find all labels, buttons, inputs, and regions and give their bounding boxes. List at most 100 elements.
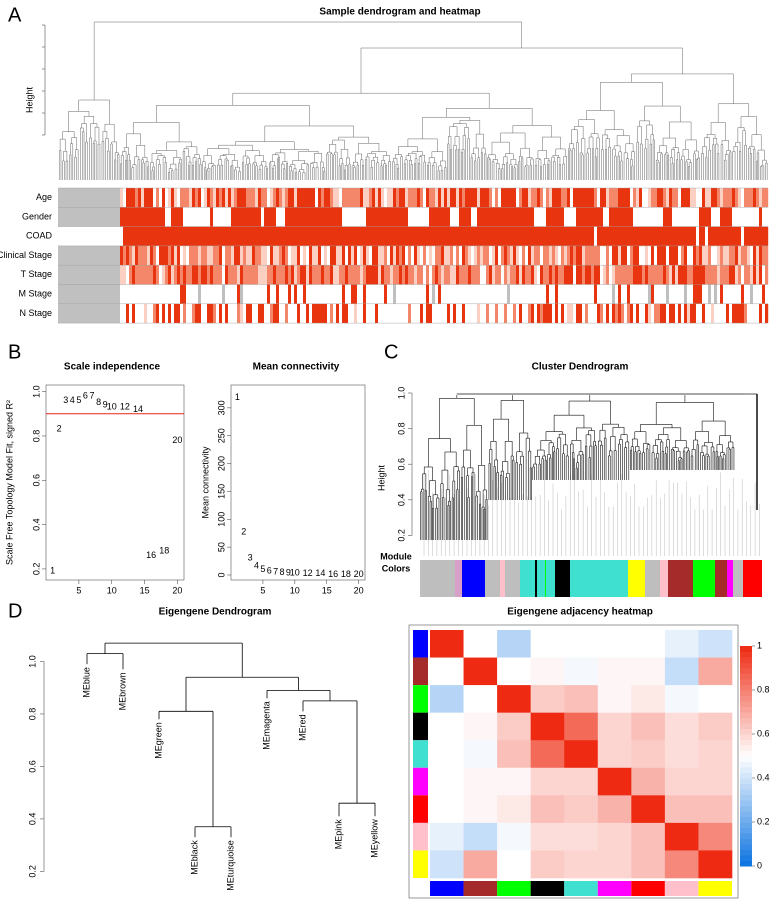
x-tick-label: 15 — [140, 585, 150, 595]
heatmap-stripe — [699, 265, 703, 285]
heatmap-stripe — [675, 284, 679, 304]
heatmap-stripe — [399, 284, 403, 304]
heatmap-stripe — [279, 265, 283, 285]
heatmap-stripe — [177, 284, 181, 304]
heatmap-stripe — [459, 284, 463, 304]
heatmap-stripe — [585, 284, 589, 304]
heatmap-stripe — [483, 284, 487, 304]
heatmap-stripe — [207, 284, 211, 304]
heatmap-stripe — [612, 207, 616, 227]
heatmap-stripe — [405, 245, 409, 266]
heatmap-stripe — [582, 245, 586, 266]
point-label: 20 — [354, 569, 364, 579]
heatmap-stripe — [162, 284, 166, 304]
heatmap-stripe — [696, 226, 700, 246]
heatmap-stripe — [546, 284, 550, 304]
heatmap-stripe — [549, 303, 553, 324]
heatmap-stripe — [621, 207, 625, 227]
heatmap-cell — [463, 822, 498, 851]
heatmap-stripe — [720, 207, 724, 227]
heatmap-stripe — [219, 207, 223, 227]
heatmap-stripe — [684, 207, 688, 227]
heatmap-stripe — [675, 245, 679, 266]
heatmap-stripe — [183, 265, 187, 285]
heatmap-stripe — [600, 188, 604, 208]
heatmap-stripe — [162, 303, 166, 324]
heatmap-stripe — [171, 245, 175, 266]
heatmap-stripe — [651, 245, 655, 266]
heatmap-stripe — [375, 303, 379, 324]
heatmap-stripe — [300, 245, 304, 266]
heatmap-stripe — [138, 245, 142, 266]
heatmap-stripe — [654, 207, 658, 227]
heatmap-stripe — [669, 226, 673, 246]
heatmap-stripe — [471, 284, 475, 304]
heatmap-stripe — [471, 226, 475, 246]
heatmap-stripe — [501, 245, 505, 266]
heatmap-stripe — [225, 226, 229, 246]
heatmap-stripe — [486, 284, 490, 304]
heatmap-gap — [58, 207, 120, 227]
heatmap-stripe — [480, 303, 484, 324]
heatmap-stripe — [306, 284, 310, 304]
heatmap-stripe — [327, 188, 331, 208]
heatmap-stripe — [207, 188, 211, 208]
heatmap-stripe — [348, 188, 352, 208]
heatmap-stripe — [135, 245, 139, 266]
heatmap-stripe — [255, 265, 259, 285]
heatmap-stripe — [303, 188, 307, 208]
heatmap-stripe — [423, 245, 427, 266]
heatmap-stripe — [483, 207, 487, 227]
heatmap-stripe — [309, 188, 313, 208]
heatmap-stripe — [723, 265, 727, 285]
heatmap-stripe — [264, 303, 268, 324]
colorbar-step — [740, 772, 752, 779]
heatmap-stripe — [411, 284, 415, 304]
heatmap-stripe — [435, 188, 439, 208]
heatmap-stripe — [660, 207, 664, 227]
heatmap-stripe — [540, 284, 544, 304]
heatmap-stripe — [549, 188, 553, 208]
heatmap-stripe — [669, 303, 673, 324]
heatmap-stripe — [582, 284, 586, 304]
heatmap-stripe — [231, 303, 235, 324]
heatmap-stripe — [573, 245, 577, 266]
heatmap-stripe — [672, 245, 676, 266]
heatmap-stripe — [177, 188, 181, 208]
heatmap-stripe — [552, 226, 556, 246]
heatmap-stripe — [669, 265, 673, 285]
heatmap-stripe — [525, 265, 529, 285]
heatmap-stripe — [696, 265, 700, 285]
heatmap-stripe — [675, 265, 679, 285]
heatmap-stripe — [708, 207, 712, 227]
heatmap-stripe — [186, 245, 190, 266]
heatmap-stripe — [372, 265, 376, 285]
colorbar-step — [740, 684, 752, 691]
heatmap-stripe — [495, 188, 499, 208]
heatmap-cell — [463, 795, 498, 824]
heatmap-cell — [530, 712, 565, 741]
colorbar-step — [740, 673, 752, 680]
heatmap-stripe — [714, 303, 718, 324]
heatmap-stripe — [120, 245, 124, 266]
colorbar-step — [740, 662, 752, 669]
heatmap-stripe — [570, 284, 574, 304]
heatmap-stripe — [261, 245, 265, 266]
heatmap-stripe — [285, 284, 289, 304]
heatmap-stripe — [264, 226, 268, 246]
heatmap-stripe — [246, 245, 250, 266]
colorbar-label: 0.2 — [757, 816, 770, 826]
heatmap-stripe — [702, 245, 706, 266]
heatmap-stripe — [552, 245, 556, 266]
module-color — [715, 560, 727, 597]
heatmap-cell — [631, 767, 666, 796]
heatmap-stripe — [138, 265, 142, 285]
heatmap-stripe — [330, 284, 334, 304]
heatmap-stripe — [180, 207, 184, 227]
heatmap-stripe — [651, 284, 655, 304]
colorbar-step — [740, 849, 752, 856]
heatmap-stripe — [483, 303, 487, 324]
heatmap-stripe — [396, 265, 400, 285]
heatmap-stripe — [168, 226, 172, 246]
